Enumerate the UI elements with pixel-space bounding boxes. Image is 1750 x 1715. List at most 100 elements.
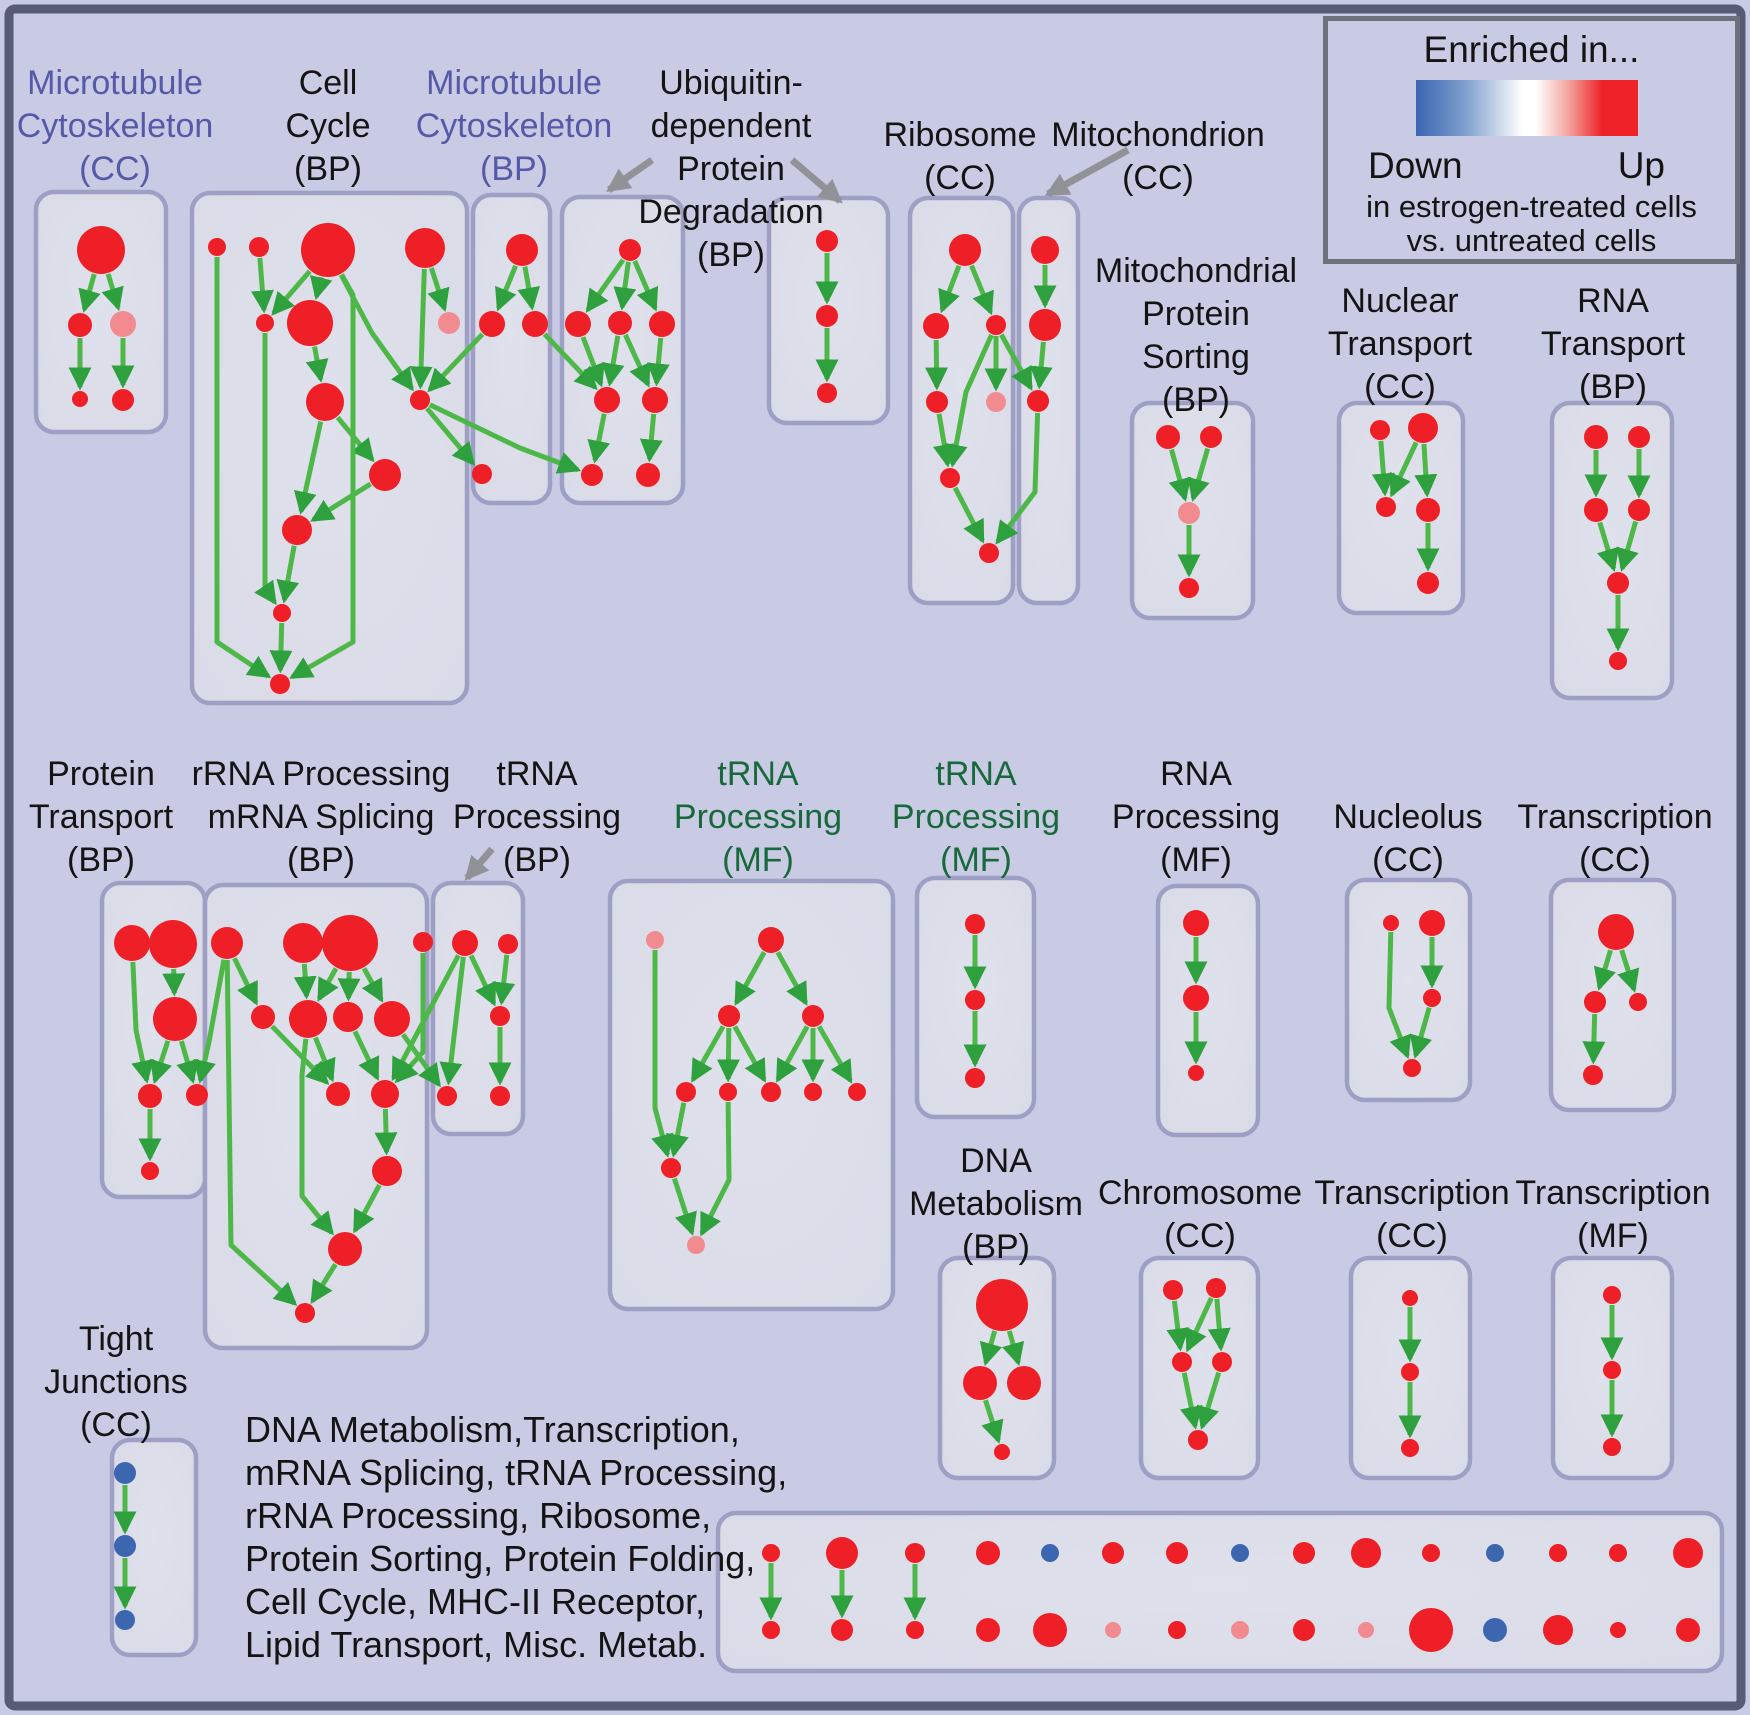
cell-cycle-edge-8 <box>294 421 324 515</box>
misc-note-line: Protein Sorting, Protein Folding, <box>245 1538 756 1579</box>
ribosome-cc-node-4 <box>986 392 1006 412</box>
ubiquitin-box-b-node-1 <box>816 305 838 327</box>
rrna-mrna-edge-4 <box>337 971 361 1002</box>
microtubule-bp-label-line: (BP) <box>480 150 548 188</box>
trna-mf-a-edge-2 <box>690 1025 726 1083</box>
nucleolus-edge-1 <box>1409 1006 1432 1059</box>
rna-processing-mf-node-1 <box>1183 985 1209 1011</box>
cell-cycle-edge-9 <box>310 481 372 523</box>
trna-mf-a-node-10 <box>687 1236 705 1254</box>
microtubule-bp-edge-1 <box>517 266 541 311</box>
microtubule-cc-node-4 <box>112 389 134 411</box>
mitochondrion-cc-node-2 <box>1027 390 1049 412</box>
trna-mf-a-node-8 <box>848 1083 866 1101</box>
ubiquitin-degradation-label: Ubiquitin-dependent Protein Degradation (BP… <box>501 62 961 277</box>
rrna-mrna-edge-2 <box>293 963 317 1000</box>
legend-box: Enriched in... Down Up in estrogen-treat… <box>1323 16 1740 264</box>
mitochondrion-pointer-icon <box>1044 146 1130 198</box>
rrna-mrna-node-6 <box>374 1001 410 1037</box>
chromosome-cc-label-line: Chromosome <box>1097 1174 1303 1212</box>
nuclear-transport-node-1 <box>1408 413 1438 443</box>
mito-protein-sorting-edge-0 <box>1168 448 1191 502</box>
legend-note-line1: in estrogen-treated cells <box>1366 189 1697 224</box>
rna-transport-edge-2 <box>1597 521 1620 572</box>
ubiquitin-box-a-node-2 <box>608 311 632 335</box>
trna-mf-a-node-9 <box>661 1158 681 1178</box>
cell-cycle-edge-12 <box>269 622 293 674</box>
cell-cycle-edge-4 <box>427 267 450 312</box>
misc-box-node-25 <box>1409 1608 1453 1652</box>
misc-box-node-11 <box>1486 1544 1504 1562</box>
mito-protein-sorting-edge-1 <box>1187 447 1211 502</box>
chromosome-cc-label: Chromosome (CC) <box>970 1172 1430 1258</box>
legend-color-gradient <box>1416 80 1638 136</box>
ribosome-cc-edge-0 <box>938 264 962 314</box>
rrna-mrna-node-9 <box>371 1080 399 1108</box>
transcription-mf-label: Transcription (MF) <box>1383 1172 1750 1258</box>
rrna-mrna-edge-10 <box>299 1038 334 1236</box>
trna-bp-label: tRNA Processing (BP) <box>307 753 767 882</box>
rrna-mrna-node-11 <box>328 1232 362 1266</box>
cross-edge-5 <box>995 412 1041 545</box>
trna-mf-a-node-7 <box>804 1083 822 1101</box>
rrna-mrna-node-0 <box>211 927 243 959</box>
rrna-mrna-node-5 <box>333 1002 363 1032</box>
ubiquitin-pointer-left-icon <box>606 157 655 193</box>
cell-cycle-edge-0 <box>250 257 274 314</box>
rna-processing-mf-box <box>1155 883 1261 1138</box>
rrna-mrna-node-2 <box>283 923 323 963</box>
ribosome-cc-node-0 <box>949 234 981 266</box>
nucleolus-label: Nucleolus (CC) <box>1178 796 1638 882</box>
dna-metabolism-label-line: Metabolism <box>909 1185 1083 1223</box>
misc-box-node-27 <box>1543 1615 1573 1645</box>
misc-box-node-13 <box>1609 1544 1627 1562</box>
nuclear-transport-edge-2 <box>1414 443 1438 498</box>
misc-note-line: DNA Metabolism,Transcription, <box>245 1409 740 1450</box>
rrna-mrna-node-10 <box>372 1156 402 1186</box>
cell-cycle-edge-1 <box>271 269 312 316</box>
ubiquitin-box-a-node-7 <box>636 463 660 487</box>
misc-box-node-16 <box>831 1619 853 1641</box>
nucleolus-box <box>1344 877 1473 1103</box>
rna-transport-box <box>1549 400 1675 701</box>
ribosome-cc-node-1 <box>923 313 949 339</box>
cell-cycle-node-8 <box>410 390 430 410</box>
tight-junctions-node-2 <box>115 1610 135 1630</box>
nuclear-transport-node-4 <box>1417 572 1439 594</box>
cell-cycle-node-1 <box>249 237 269 257</box>
trna-mf-a-label-line: tRNA <box>717 755 799 793</box>
legend-note-line2: vs. untreated cells <box>1406 223 1657 258</box>
legend-up-label: Up <box>1617 145 1665 186</box>
misc-box-node-10 <box>1422 1544 1440 1562</box>
mito-protein-sorting-node-3 <box>1179 578 1199 598</box>
nucleolus-node-0 <box>1383 915 1399 931</box>
transcription-cc-label: Transcription (CC) <box>1385 796 1750 882</box>
misc-note-line: mRNA Splicing, tRNA Processing, <box>245 1452 788 1493</box>
chromosome-cc-edge-4 <box>1196 1371 1222 1430</box>
misc-box-node-1 <box>826 1537 858 1569</box>
misc-box-box <box>715 1510 1725 1674</box>
protein-transport-edge-2 <box>150 1040 172 1085</box>
chromosome-cc-label-line: (CC) <box>1164 1217 1236 1255</box>
trna-bp-edge-2 <box>439 956 466 1086</box>
mitochondrion-cc-edge-1 <box>1029 341 1053 390</box>
ubiquitin-box-b-node-2 <box>817 383 837 403</box>
cross-edge-8 <box>391 954 461 1082</box>
transcription-cc-node-3 <box>1583 1065 1603 1085</box>
rrna-mrna-node-8 <box>326 1082 350 1106</box>
ribosome-cc-edge-1 <box>969 264 994 316</box>
ribosome-cc-label-line: Ribosome <box>883 116 1037 154</box>
misc-box-node-4 <box>1041 1544 1059 1562</box>
trna-mf-a-node-4 <box>676 1082 696 1102</box>
dna-metabolism-node-2 <box>1007 1366 1041 1400</box>
trna-mf-a-edge-10 <box>699 1101 732 1237</box>
dna-metabolism-node-0 <box>976 1279 1028 1331</box>
misc-box-node-20 <box>1105 1622 1121 1638</box>
rna-transport-edge-3 <box>1616 520 1639 572</box>
mito-protein-sorting-node-1 <box>1200 426 1222 448</box>
cell-cycle-edge-11 <box>254 333 277 606</box>
trna-mf-a-node-3 <box>802 1005 824 1027</box>
ubiquitin-degradation-label-line: Protein <box>677 150 785 188</box>
ubiquitin-degradation-label-line: dependent <box>650 107 812 145</box>
